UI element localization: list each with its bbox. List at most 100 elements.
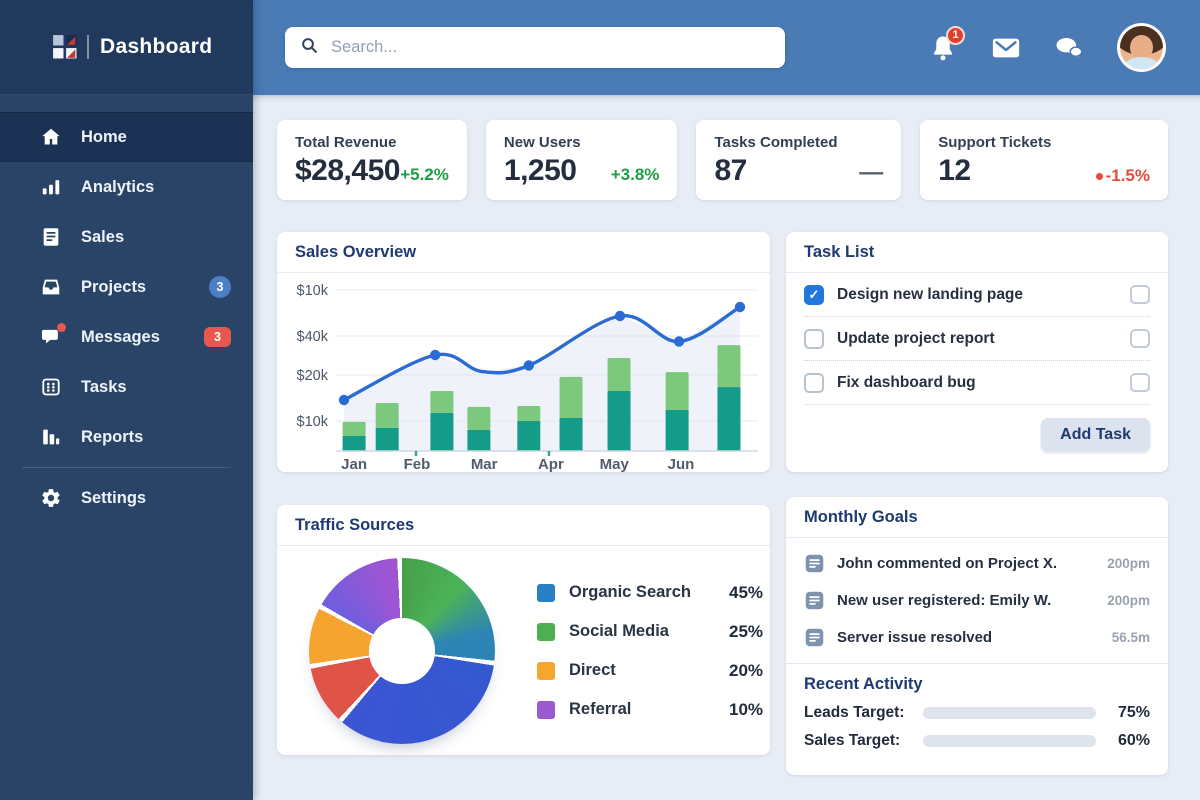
task-label: Design new landing page <box>837 285 1024 303</box>
sidebar-item-sales[interactable]: Sales <box>0 212 253 262</box>
sidebar-item-projects[interactable]: Projects 3 <box>0 262 253 312</box>
svg-text:May: May <box>600 456 630 472</box>
goal-rows: John commented on Project X. 200pm New use… <box>786 551 1168 649</box>
task-label: Fix dashboard bug <box>837 373 976 391</box>
analytics-icon <box>40 176 62 198</box>
progress-label: Leads Target: <box>804 704 905 721</box>
chat-icon[interactable] <box>1054 33 1084 63</box>
traffic-sources-title: Traffic Sources <box>277 505 770 546</box>
activity-item: New user registered: Emily W. 200pm <box>804 588 1150 612</box>
activity-text: Server issue resolved <box>837 628 993 646</box>
legend-row: Referral 10% <box>537 690 763 729</box>
sidebar-item-label: Reports <box>81 427 144 446</box>
stat-delta: +3.8% <box>611 165 660 185</box>
traffic-legend: Organic Search 45% Social Media 25% Direct 20… <box>537 573 763 729</box>
topbar: 1 <box>253 0 1200 95</box>
sales-overview-chart: $10k $40k $20k $10k Jan Feb Mar Apr May Jun <box>297 283 758 472</box>
stat-title: New Users <box>503 133 581 151</box>
notifications-bell-icon[interactable]: 1 <box>928 25 965 63</box>
traffic-donut-chart <box>309 558 495 744</box>
sidebar: Dashboard Home Analytics Sales Projects 3 Mes… <box>0 0 253 800</box>
stat-title: Tasks Completed <box>714 133 838 151</box>
task-label: Update project report <box>837 329 995 347</box>
task-checkbox[interactable] <box>804 284 824 305</box>
app-logo-icon <box>52 34 78 60</box>
sales-overview-title: Sales Overview <box>277 232 770 273</box>
sidebar-item-settings[interactable]: Settings <box>0 473 253 523</box>
stat-delta: -1.5% <box>1095 166 1151 186</box>
notifications-badge: 1 <box>946 25 965 45</box>
sidebar-item-tasks[interactable]: Tasks <box>0 362 253 412</box>
sidebar-item-label: Analytics <box>81 177 155 196</box>
tasks-icon <box>40 376 62 398</box>
task-secondary-checkbox[interactable] <box>1130 329 1150 348</box>
logo-row: Dashboard <box>0 0 253 95</box>
stats-row: Total Revenue $28,450 +5.2% New Users 1,250 +… <box>277 120 1169 200</box>
unread-dot <box>57 323 66 332</box>
svg-text:Jan: Jan <box>341 456 367 472</box>
task-row: Design new landing page <box>804 273 1150 317</box>
legend-percent: 20% <box>729 660 764 680</box>
reports-icon <box>40 426 62 448</box>
mail-icon[interactable] <box>991 33 1021 63</box>
task-list-panel: Task List Design new landing page Update … <box>786 232 1168 472</box>
sidebar-item-label: Tasks <box>81 377 127 396</box>
legend-label: Direct <box>569 661 616 679</box>
nav-divider <box>22 467 231 468</box>
task-secondary-checkbox[interactable] <box>1130 285 1150 304</box>
progress-track <box>923 707 1096 719</box>
stat-card-new-users: New Users 1,250 +3.8% <box>485 120 678 200</box>
sidebar-nav: Home Analytics Sales Projects 3 Messages 3 Task… <box>0 95 253 523</box>
sidebar-item-messages[interactable]: Messages 3 <box>0 312 253 362</box>
activity-item: Server issue resolved 56.5m <box>804 625 1150 649</box>
sales-icon <box>40 226 62 248</box>
legend-row: Organic Search 45% <box>537 573 763 612</box>
add-task-button[interactable]: Add Task <box>1041 418 1150 452</box>
legend-percent: 25% <box>729 621 764 641</box>
legend-row: Direct 20% <box>537 651 763 690</box>
legend-percent: 45% <box>729 582 764 602</box>
sidebar-item-analytics[interactable]: Analytics <box>0 162 253 212</box>
document-icon <box>804 553 825 574</box>
task-rows: Design new landing page Update project re… <box>786 273 1168 405</box>
avatar-face <box>1130 34 1153 60</box>
svg-text:Apr: Apr <box>538 456 564 472</box>
svg-text:$10k: $10k <box>297 414 329 430</box>
search-input[interactable] <box>331 38 771 57</box>
task-checkbox[interactable] <box>804 372 824 393</box>
activity-text: John commented on Project X. <box>837 554 1058 572</box>
sidebar-badge: 3 <box>209 276 231 298</box>
legend-label: Organic Search <box>569 583 691 601</box>
progress-row: Leads Target: 75% <box>804 704 1150 722</box>
search-icon <box>299 35 320 61</box>
task-checkbox[interactable] <box>804 328 824 349</box>
activity-text: New user registered: Emily W. <box>837 591 1052 609</box>
task-row: Update project report <box>804 317 1150 361</box>
activity-time: 200pm <box>1107 555 1150 571</box>
stat-delta-text: +5.2% <box>400 164 449 184</box>
sidebar-item-label: Sales <box>81 227 125 246</box>
user-avatar[interactable] <box>1117 23 1166 72</box>
stat-delta: — <box>859 159 883 187</box>
app-title: Dashboard <box>100 35 213 58</box>
sidebar-item-label: Settings <box>81 488 147 507</box>
recent-activity-title: Recent Activity <box>804 675 923 693</box>
stat-card-support-tickets: Support Tickets 12 -1.5% <box>920 120 1169 200</box>
sidebar-item-label: Messages <box>81 327 160 346</box>
stat-delta-text: -1.5% <box>1105 166 1151 185</box>
sidebar-item-reports[interactable]: Reports <box>0 412 253 462</box>
projects-icon <box>40 276 62 298</box>
task-secondary-checkbox[interactable] <box>1130 373 1150 392</box>
legend-swatch <box>537 583 555 602</box>
sidebar-item-home[interactable]: Home <box>0 112 253 162</box>
legend-label: Social Media <box>569 622 669 640</box>
sidebar-item-label: Projects <box>81 277 147 296</box>
task-list-title: Task List <box>786 232 1168 273</box>
stat-title: Support Tickets <box>938 133 1052 151</box>
sales-overview-panel: Sales Overview $10k $40k $20k $10k Jan Feb Mar… <box>277 232 770 472</box>
topbar-actions: 1 <box>928 23 1166 72</box>
monthly-goals-panel: Monthly Goals John commented on Project … <box>786 497 1168 775</box>
svg-text:Mar: Mar <box>471 456 498 472</box>
search-bar[interactable] <box>285 27 785 68</box>
